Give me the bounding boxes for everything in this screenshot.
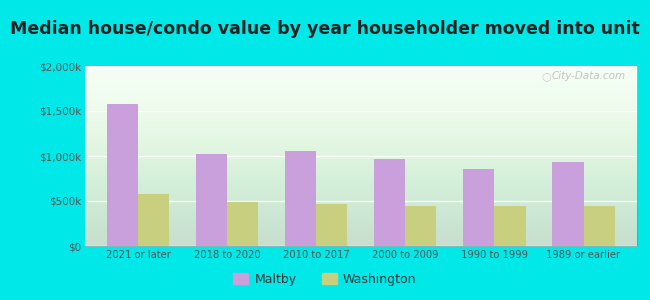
Bar: [107, 104, 138, 246]
Bar: [227, 202, 258, 246]
Bar: [285, 151, 316, 246]
Bar: [316, 204, 347, 246]
Bar: [463, 169, 495, 246]
Bar: [584, 206, 615, 246]
Bar: [552, 162, 584, 246]
Text: Median house/condo value by year householder moved into unit: Median house/condo value by year househo…: [10, 20, 640, 38]
Bar: [374, 159, 406, 246]
Bar: [196, 154, 227, 246]
Bar: [138, 194, 169, 246]
Text: ○: ○: [541, 71, 551, 81]
Bar: [495, 206, 526, 246]
Text: City-Data.com: City-Data.com: [552, 71, 626, 81]
Bar: [406, 206, 437, 246]
Legend: Maltby, Washington: Maltby, Washington: [228, 268, 422, 291]
